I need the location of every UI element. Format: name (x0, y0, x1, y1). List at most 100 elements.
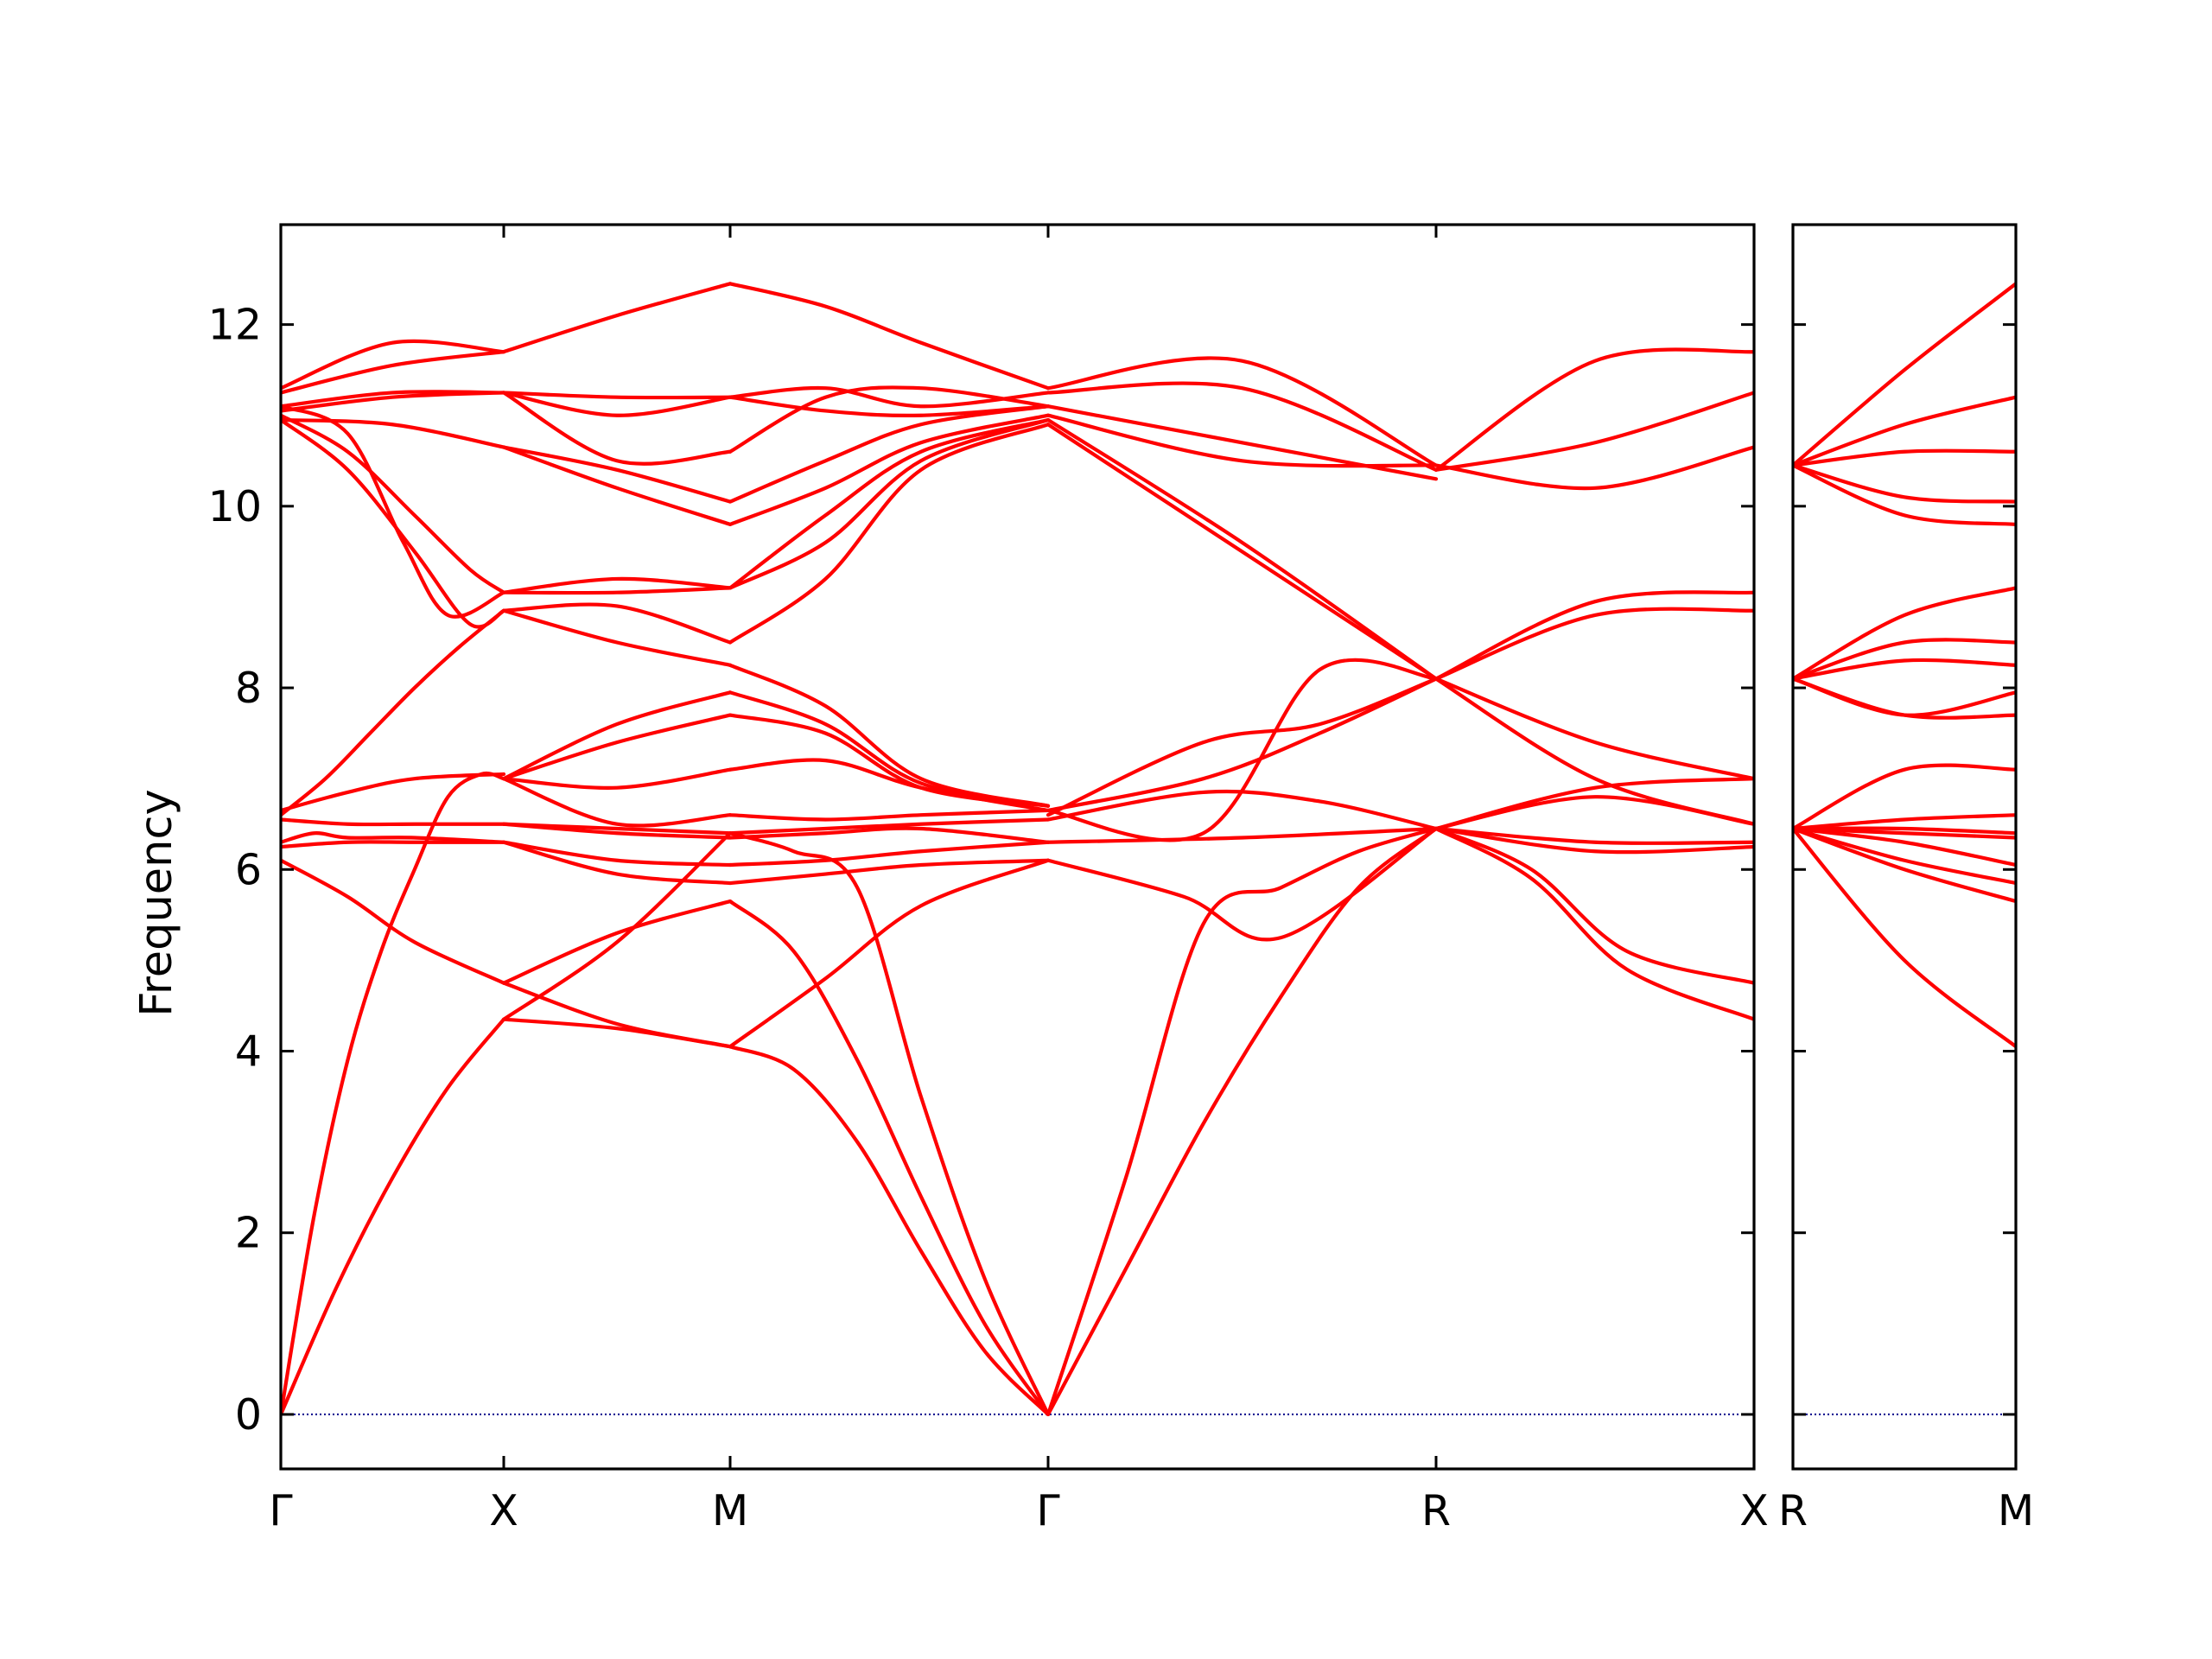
band-line (1046, 413, 1439, 468)
band-line (281, 413, 506, 594)
band-line (1793, 586, 2016, 681)
band-line (728, 385, 1051, 454)
x-tick-label: Γ (1036, 1486, 1060, 1535)
band-line (728, 423, 1051, 645)
band-line (501, 690, 733, 781)
band-line (728, 899, 1051, 1417)
band-line (501, 608, 733, 667)
band-line (1433, 677, 1754, 781)
band-line (1046, 356, 1439, 467)
y-tick-label: 0 (235, 1390, 262, 1440)
band-line (1433, 391, 1754, 472)
band-line (728, 663, 1051, 808)
band-line (1793, 826, 2016, 886)
x-tick-label: R (1778, 1486, 1808, 1535)
band-line (1793, 395, 2016, 467)
band-line (1433, 677, 1754, 826)
band-line (1793, 658, 2016, 681)
y-tick-label: 10 (208, 482, 262, 531)
band-line (501, 576, 733, 594)
band-line (281, 831, 506, 844)
band-line (501, 822, 733, 836)
band-line (501, 602, 733, 645)
band-line (1793, 463, 2016, 504)
band-line (728, 840, 1051, 868)
band-line (281, 417, 506, 449)
band-line (1433, 607, 1754, 681)
y-tick-label: 12 (208, 301, 262, 350)
band-line (728, 817, 1051, 836)
band-line (281, 772, 506, 813)
band-line (501, 445, 733, 526)
band-line (728, 858, 1051, 886)
plot-frame (279, 223, 1756, 1471)
bands-group (281, 282, 1754, 1417)
band-line (728, 808, 1051, 822)
band-line (1793, 826, 2016, 868)
band-line (1433, 445, 1754, 491)
band-line (1793, 638, 2016, 681)
band-line (728, 395, 1051, 417)
band-line (281, 817, 506, 827)
band-line (1793, 826, 2016, 904)
band-line (1433, 826, 1754, 985)
band-line (501, 777, 733, 828)
band-line (1046, 423, 1439, 681)
x-tick-label: M (1998, 1486, 2034, 1535)
band-line (1046, 826, 1439, 844)
band-line (1793, 826, 2016, 836)
band-line (1046, 826, 1439, 1417)
band-line (1046, 677, 1439, 817)
x-tick-label: M (712, 1486, 748, 1535)
band-line (728, 417, 1051, 590)
band-line (1433, 590, 1754, 681)
band-line (728, 385, 1051, 409)
band-line (1793, 826, 2016, 1049)
band-line (501, 840, 733, 886)
band-line (728, 282, 1051, 391)
y-tick-label: 4 (235, 1027, 262, 1076)
band-line (1793, 448, 2016, 467)
x-tick-label: X (489, 1486, 518, 1535)
y-tick-label: 2 (235, 1209, 262, 1258)
band-line (281, 608, 506, 817)
band-line (501, 445, 733, 504)
band-line (1046, 658, 1439, 842)
band-line (281, 840, 506, 849)
band-line (501, 391, 733, 400)
y-tick-label: 6 (235, 845, 262, 894)
band-line (281, 350, 506, 395)
band-line (1793, 282, 2016, 467)
band-line (501, 840, 733, 868)
band-line (728, 831, 1051, 1417)
band-line (1793, 813, 2016, 831)
x-tick-label: Γ (269, 1486, 293, 1535)
band-line (501, 899, 733, 985)
band-line (281, 390, 506, 409)
band-line (281, 1017, 506, 1417)
band-line (1433, 347, 1754, 472)
band-line (281, 339, 506, 391)
band-line (1433, 777, 1754, 831)
band-line (728, 413, 1051, 526)
band-line (1046, 826, 1439, 942)
bands-group (1793, 282, 2016, 1049)
band-line (501, 767, 733, 790)
band-line (501, 391, 733, 417)
band-line (281, 771, 506, 1417)
x-tick-label: R (1421, 1486, 1451, 1535)
band-line (1433, 826, 1754, 855)
band-line (501, 282, 733, 354)
band-line (501, 713, 733, 781)
x-tick-label: X (1739, 1486, 1769, 1535)
band-line (1046, 789, 1439, 831)
band-line (1793, 677, 2016, 717)
band-line (1046, 826, 1439, 1417)
band-line (1046, 404, 1439, 481)
band-line (1046, 381, 1439, 472)
band-line (728, 826, 1051, 844)
band-line (728, 858, 1051, 1049)
band-line (281, 417, 506, 629)
